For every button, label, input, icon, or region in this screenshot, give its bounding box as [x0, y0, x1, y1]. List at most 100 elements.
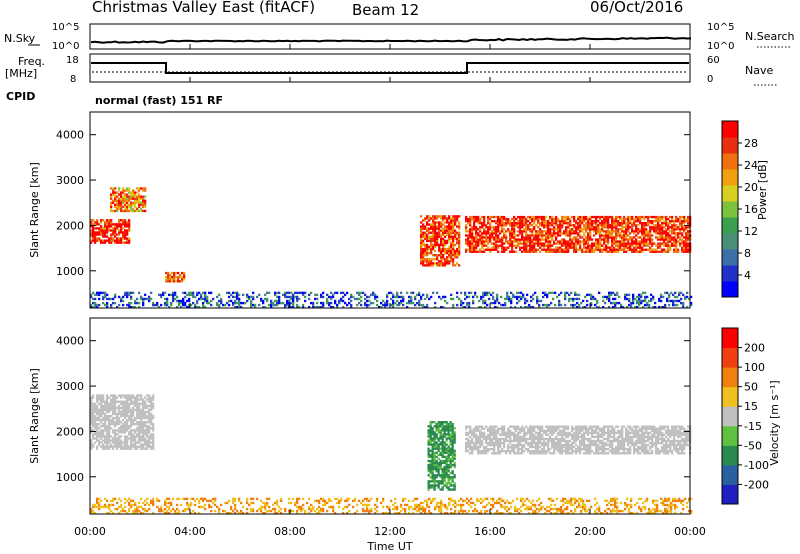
heatmap-cell	[585, 236, 588, 239]
heatmap-cell	[617, 240, 620, 243]
heatmap-cell	[585, 217, 588, 221]
heatmap-cell	[539, 435, 542, 439]
heatmap-cell	[420, 252, 423, 255]
heatmap-cell	[565, 435, 568, 439]
heatmap-cell	[432, 243, 435, 247]
heatmap-cell	[564, 303, 567, 307]
heatmap-cell	[631, 240, 634, 243]
heatmap-cell	[120, 429, 123, 432]
heatmap-cell	[464, 291, 467, 295]
heatmap-cell	[661, 435, 664, 439]
heatmap-cell	[523, 437, 526, 441]
heatmap-cell	[316, 293, 319, 297]
heatmap-cell	[601, 250, 604, 253]
heatmap-cell	[599, 439, 602, 443]
heatmap-cell	[685, 244, 688, 247]
heatmap-cell	[638, 303, 641, 307]
cpid-label: CPID	[6, 90, 35, 103]
heatmap-cell	[575, 246, 578, 249]
heatmap-cell	[422, 243, 425, 247]
heatmap-cell	[565, 250, 568, 253]
heatmap-cell	[686, 291, 689, 295]
heatmap-cell	[487, 433, 490, 437]
heatmap-cell	[533, 427, 536, 430]
heatmap-cell	[114, 408, 117, 412]
heatmap-cell	[100, 402, 103, 405]
heatmap-cell	[505, 246, 508, 249]
heatmap-cell	[627, 238, 630, 241]
heatmap-cell	[523, 238, 526, 241]
heatmap-cell	[549, 427, 552, 430]
heatmap-cell	[96, 227, 99, 230]
heatmap-cell	[444, 247, 447, 251]
heatmap-cell	[152, 398, 155, 401]
heatmap-cell	[92, 410, 95, 414]
heatmap-cell	[482, 301, 485, 305]
heatmap-cell	[483, 427, 486, 430]
heatmap-cell	[495, 228, 498, 231]
heatmap-cell	[491, 431, 494, 435]
heatmap-cell	[511, 236, 514, 239]
heatmap-cell	[475, 443, 478, 447]
heatmap-cell	[495, 238, 498, 241]
heatmap-cell	[621, 427, 624, 430]
heatmap-cell	[575, 242, 578, 245]
heatmap-cell	[420, 245, 423, 249]
heatmap-cell	[541, 224, 544, 227]
heatmap-cell	[605, 452, 608, 455]
heatmap-cell	[304, 295, 307, 299]
heatmap-cell	[90, 303, 93, 307]
heatmap-cell	[408, 301, 411, 305]
heatmap-cell	[523, 450, 526, 453]
heatmap-cell	[499, 232, 502, 235]
heatmap-cell	[579, 220, 582, 223]
heatmap-cell	[174, 293, 177, 297]
heatmap-cell	[650, 293, 653, 297]
heatmap-cell	[615, 244, 618, 247]
heatmap-cell	[535, 450, 538, 453]
heatmap-cell	[304, 299, 307, 303]
heatmap-cell	[471, 441, 474, 445]
heatmap-cell	[148, 400, 151, 403]
heatmap-cell	[621, 433, 624, 437]
heatmap-cell	[575, 435, 578, 439]
heatmap-cell	[140, 445, 143, 448]
heatmap-cell	[234, 301, 237, 305]
heatmap-cell	[130, 441, 133, 444]
heatmap-cell	[386, 301, 389, 305]
heatmap-cell	[679, 230, 682, 233]
heatmap-cell	[106, 408, 109, 412]
heatmap-cell	[116, 191, 119, 194]
heatmap-cell	[525, 439, 528, 443]
heatmap-cell	[641, 228, 644, 231]
heatmap-cell	[635, 217, 638, 221]
heatmap-cell	[517, 452, 520, 455]
heatmap-cell	[499, 240, 502, 243]
heatmap-cell	[100, 221, 103, 224]
heatmap-cell	[410, 291, 413, 295]
heatmap-cell	[296, 297, 299, 301]
heatmap-cell	[136, 406, 139, 410]
heatmap-cell	[515, 437, 518, 441]
heatmap-cell	[106, 225, 109, 228]
heatmap-cell	[501, 425, 504, 428]
heatmap-cell	[527, 238, 530, 241]
heatmap-cell	[597, 439, 600, 443]
heatmap-cell	[471, 232, 474, 235]
heatmap-cell	[132, 439, 135, 442]
heatmap-cell	[302, 306, 305, 309]
heatmap-cell	[90, 229, 93, 232]
heatmap-cell	[513, 439, 516, 443]
heatmap-cell	[529, 437, 532, 441]
heatmap-cell	[118, 237, 121, 240]
heatmap-cell	[575, 427, 578, 430]
heatmap-cell	[126, 418, 129, 422]
heatmap-cell	[446, 221, 449, 224]
heatmap-cell	[124, 223, 127, 226]
heatmap-cell	[639, 240, 642, 243]
heatmap-cell	[170, 293, 173, 297]
heatmap-cell	[458, 227, 461, 230]
heatmap-cell	[440, 258, 443, 261]
heatmap-cell	[489, 234, 492, 237]
heatmap-cell	[142, 445, 145, 448]
